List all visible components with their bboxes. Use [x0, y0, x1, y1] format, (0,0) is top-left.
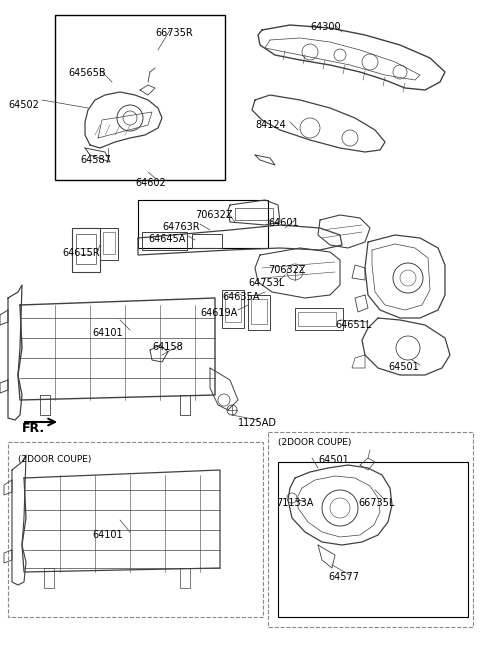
Bar — [72, 228, 100, 272]
Text: 64300: 64300 — [310, 22, 341, 32]
Bar — [103, 232, 115, 254]
Bar — [142, 232, 187, 250]
Text: 64101: 64101 — [92, 530, 122, 540]
Bar — [248, 295, 270, 330]
Text: 64763R: 64763R — [162, 222, 200, 232]
Text: 64158: 64158 — [152, 342, 183, 352]
Bar — [55, 15, 225, 180]
Text: (2DOOR COUPE): (2DOOR COUPE) — [278, 438, 351, 447]
Text: 64565B: 64565B — [68, 68, 106, 78]
Bar — [8, 442, 263, 617]
Bar — [138, 200, 268, 248]
Text: 64619A: 64619A — [200, 308, 237, 318]
Bar — [192, 234, 222, 248]
Text: 64651L: 64651L — [335, 320, 371, 330]
Text: 64501: 64501 — [388, 362, 419, 372]
Text: 1125AD: 1125AD — [238, 418, 277, 428]
Bar — [295, 308, 343, 330]
Text: 64645A: 64645A — [148, 234, 185, 244]
Text: 64577: 64577 — [328, 572, 359, 582]
Text: 64753L: 64753L — [248, 278, 284, 288]
Text: 64101: 64101 — [92, 328, 122, 338]
Text: 64602: 64602 — [135, 178, 166, 188]
Text: 64615R: 64615R — [62, 248, 100, 258]
Text: 70632Z: 70632Z — [268, 265, 305, 275]
Text: 64601: 64601 — [268, 218, 299, 228]
Bar — [100, 228, 118, 260]
Bar — [76, 234, 96, 264]
Text: (2DOOR COUPE): (2DOOR COUPE) — [18, 455, 91, 464]
Bar — [268, 432, 473, 627]
Text: 66735L: 66735L — [358, 498, 395, 508]
Bar — [225, 294, 241, 322]
Text: 66735R: 66735R — [155, 28, 193, 38]
Text: FR.: FR. — [22, 422, 45, 435]
Bar — [251, 299, 267, 324]
Text: 71133A: 71133A — [276, 498, 313, 508]
Text: 84124: 84124 — [255, 120, 286, 130]
Bar — [298, 312, 336, 326]
Text: 64502: 64502 — [8, 100, 39, 110]
Text: 64635A: 64635A — [222, 292, 259, 302]
Text: 70632Z: 70632Z — [195, 210, 232, 220]
Text: 64501: 64501 — [318, 455, 349, 465]
Bar — [222, 290, 244, 328]
Bar — [278, 462, 468, 617]
Text: 64587: 64587 — [80, 155, 111, 165]
Bar — [235, 208, 273, 220]
